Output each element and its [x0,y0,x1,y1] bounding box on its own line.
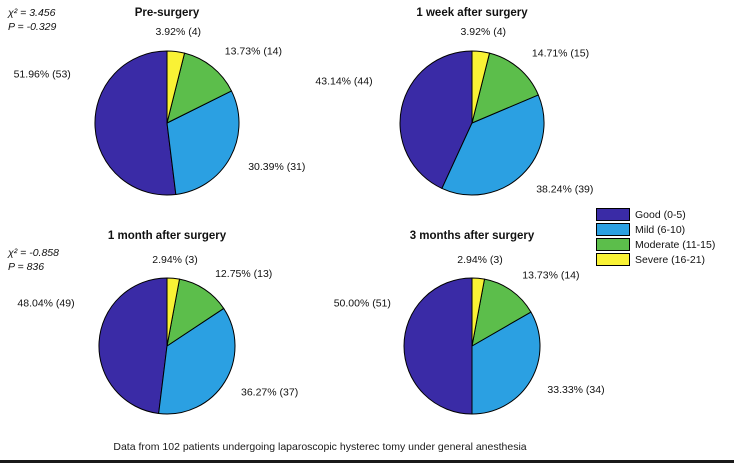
figure-caption: Data from 102 patients undergoing laparo… [113,441,527,453]
pie-slice [471,50,491,124]
pie-slice [166,90,240,195]
slice-label: 43.14% (44) [315,75,372,87]
legend-label: Severe (16-21) [635,253,706,266]
pie-slice [471,311,541,415]
pie-slice [471,277,485,347]
pie-title-1-month-after-surgery: 1 month after surgery [107,230,227,242]
pie-chart-2: 48.04% (49) 36.27% (37) 12.75% (13) 2.94% (… [17,254,298,415]
slice-label: 33.33% (34) [547,384,604,396]
slice-label: 13.73% (14) [225,46,282,58]
legend-label: Good (0-5) [635,208,686,221]
bottom-border [0,460,734,463]
stats-annotation-1-month: χ² = -0.858 P = 836 [8,246,59,274]
slice-label: 13.73% (14) [522,270,579,282]
slice-label: 36.27% (37) [241,386,298,398]
legend-label: Moderate (11-15) [635,238,716,251]
pie-slice [399,50,473,189]
legend-item: Moderate (11-15) [596,238,715,251]
pie-slice [94,50,177,196]
stats-annotation-pre-surgery: χ² = 3.456 P = -0.329 [8,6,56,34]
slice-label: 30.39% (31) [248,161,305,173]
p-value: P = 836 [8,261,45,273]
slice-label: 12.75% (13) [215,268,272,280]
pie-slice [166,277,180,347]
legend: Good (0-5) Mild (6-10) Moderate (11-15) Sev… [596,208,715,268]
legend-swatch [596,208,630,221]
chi-square-value: χ² = -0.858 [8,247,59,259]
legend-item: Mild (6-10) [596,223,715,236]
legend-swatch [596,238,630,251]
pie-chart-1: 43.14% (44) 38.24% (39) 14.71% (15) 3.92% (… [315,26,593,196]
slice-label: 50.00% (51) [334,297,391,309]
slice-label: 3.92% (4) [461,26,507,38]
pie-slice [166,50,186,124]
pie-title-pre-surgery: Pre-surgery [134,7,200,19]
pie-slice [166,52,232,124]
pie-slice [158,307,236,415]
pie-slice [98,277,168,414]
slice-label: 2.94% (3) [152,254,198,266]
legend-swatch [596,223,630,236]
pie-slice [403,277,473,415]
slice-label: 51.96% (53) [14,69,71,81]
slice-label: 38.24% (39) [536,184,593,196]
legend-swatch [596,253,630,266]
legend-item: Severe (16-21) [596,253,715,266]
p-value: P = -0.329 [8,21,57,33]
legend-label: Mild (6-10) [635,223,686,236]
pie-chart-3: 50.00% (51) 33.33% (34) 13.73% (14) 2.94% (… [334,254,605,415]
pie-title-1-week-after-surgery: 1 week after surgery [416,7,528,19]
legend-item: Good (0-5) [596,208,715,221]
pie-slice [441,94,545,196]
slice-label: 48.04% (49) [17,297,74,309]
pie-title-3-months-after-surgery: 3 months after surgery [409,230,535,242]
slice-label: 3.92% (4) [156,26,202,38]
pie-slice [471,52,539,124]
slice-label: 2.94% (3) [457,254,503,266]
slice-label: 14.71% (15) [532,48,589,60]
chi-square-value: χ² = 3.456 [8,7,56,19]
pie-chart-0: 51.96% (53) 30.39% (31) 13.73% (14) 3.92% (… [14,26,305,196]
pie-slice [471,278,532,347]
